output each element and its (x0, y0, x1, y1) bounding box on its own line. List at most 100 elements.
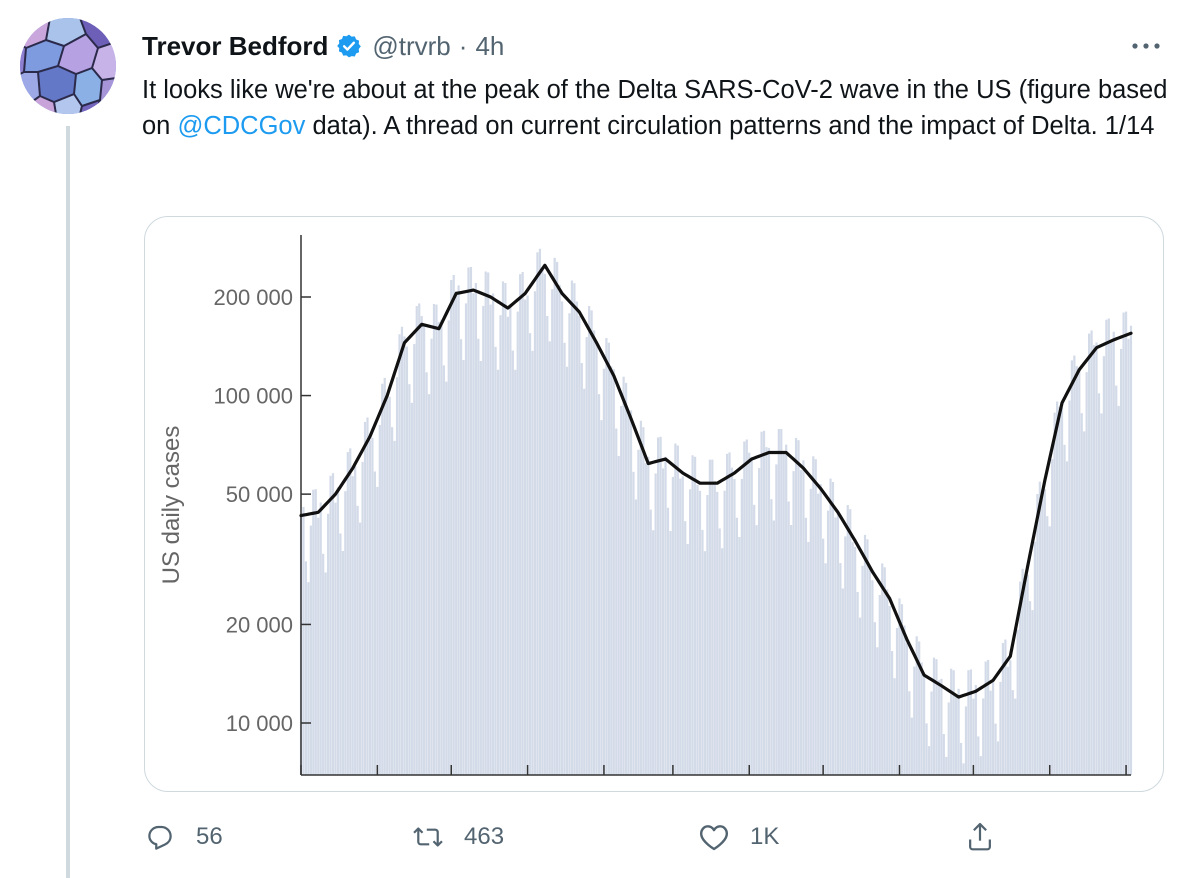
chart-bar (1124, 311, 1128, 775)
share-button[interactable] (962, 812, 998, 862)
more-horizontal-icon (1132, 43, 1160, 49)
chart-bar (822, 538, 825, 775)
chart-bar (903, 625, 906, 775)
chart-bar (319, 502, 322, 775)
chart-bar (1070, 360, 1073, 775)
chart-bar (376, 486, 379, 775)
chart-bar (812, 456, 815, 775)
chart-bar (620, 405, 623, 775)
tweet-text: It looks like we're about at the peak of… (142, 72, 1172, 144)
chart-bar (871, 580, 874, 775)
chart-bar (696, 484, 699, 775)
chart-bar (592, 330, 596, 775)
chart-bar (359, 522, 362, 775)
chart-bar (792, 471, 795, 775)
chart-bar (767, 447, 771, 775)
chart-bar (339, 533, 342, 775)
chart-bar (908, 691, 911, 775)
chart-bar (890, 651, 894, 775)
chart-bar (866, 539, 869, 775)
chart-bar (413, 344, 416, 775)
chart-bar (1043, 489, 1046, 775)
chart-bar (524, 299, 527, 775)
chart-bar (528, 333, 532, 775)
chart-bar (716, 491, 719, 775)
chart-bar (565, 366, 569, 775)
chart-bar (533, 291, 537, 775)
chart-bar (762, 430, 766, 775)
chart-bar (873, 622, 876, 775)
author-name[interactable]: Trevor Bedford (142, 30, 329, 61)
chart-bar (314, 489, 317, 775)
chart-bar (580, 363, 583, 775)
chart-bar (824, 563, 827, 775)
chart-bar (644, 463, 647, 775)
chart-bar (583, 388, 586, 775)
chart-bar (622, 376, 625, 775)
chart-bar (418, 303, 421, 775)
chart-bar (861, 565, 864, 775)
chart-bar (331, 473, 335, 775)
chart-bar (895, 627, 899, 775)
chart-bar (1021, 568, 1024, 775)
avatar[interactable] (20, 18, 116, 114)
chart-bar (957, 688, 960, 775)
chart-bar (405, 346, 409, 775)
chart-bar (711, 459, 714, 775)
more-options-button[interactable] (1124, 30, 1168, 62)
chart-bar (839, 563, 842, 775)
mention-link[interactable]: @CDCGov (177, 112, 306, 140)
chart-bar (730, 467, 734, 775)
chart-bar (1019, 581, 1022, 775)
tweet-media-chart[interactable]: 10 000 20 000 50 000 100 000 200 000 US daily… (144, 216, 1164, 792)
header-separator: · (458, 30, 468, 61)
retweet-button[interactable]: 463 (410, 812, 504, 862)
chart-bar (1056, 401, 1059, 775)
chart-bar (681, 476, 684, 775)
chart-bar (450, 280, 453, 775)
chart-bar (817, 493, 820, 775)
chart-bar (846, 505, 849, 775)
chart-bar (708, 459, 711, 775)
chart-bar (1053, 412, 1056, 775)
chart-bar (750, 459, 753, 775)
chart-bar (666, 507, 670, 775)
chart-bar (740, 478, 743, 775)
like-button[interactable]: 1K (696, 812, 779, 862)
chart-bar (570, 280, 574, 775)
chart-bar (760, 431, 763, 775)
chart-bar (748, 452, 751, 775)
chart-bar (676, 445, 679, 775)
chart-bar (521, 272, 524, 775)
chart-bar (1068, 400, 1071, 775)
chart-bar (479, 361, 482, 775)
chart-bar (782, 450, 785, 775)
author-handle[interactable]: @trvrb (372, 30, 451, 61)
chart-bar (652, 530, 655, 775)
chart-bar (977, 736, 980, 775)
chart-bar (930, 691, 933, 775)
chart-bar (775, 464, 778, 775)
chart-bar (351, 476, 354, 775)
chart-bar (1014, 698, 1017, 775)
chart-bar (519, 274, 522, 775)
chart-bar (568, 313, 571, 775)
y-tick-label: 10 000 (226, 711, 293, 736)
chart-bar (1041, 489, 1044, 775)
chart-bar (1065, 461, 1069, 775)
chart-bar (996, 741, 1000, 775)
chart-bar (317, 517, 320, 775)
chart-bar (947, 702, 950, 775)
chart-bar (307, 582, 310, 775)
chart-bar (425, 372, 428, 775)
chart-bar (346, 452, 349, 775)
chart-bar (408, 384, 411, 775)
chart-bar (617, 455, 620, 775)
tweet-timestamp[interactable]: 4h (475, 30, 505, 61)
chart-bar (1075, 366, 1078, 775)
chart-bar (432, 303, 436, 775)
chart-bar (632, 471, 635, 775)
chart-bar (383, 377, 386, 775)
chart-bar (952, 670, 955, 775)
reply-button[interactable]: 56 (142, 812, 223, 862)
